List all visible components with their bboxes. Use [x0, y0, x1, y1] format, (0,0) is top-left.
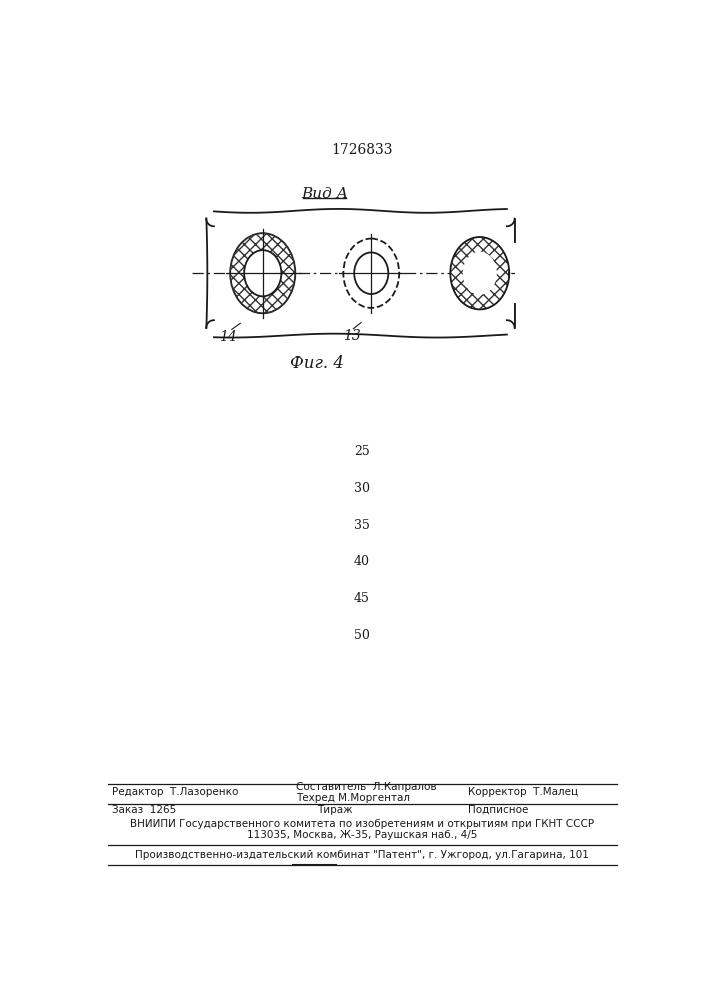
Text: Составитель  Л.Капралов: Составитель Л.Капралов	[296, 782, 437, 792]
Text: Заказ  1265: Заказ 1265	[112, 805, 176, 815]
Text: 40: 40	[354, 555, 370, 568]
Text: Редактор  Т.Лазоренко: Редактор Т.Лазоренко	[112, 787, 238, 797]
Bar	[515, 207, 670, 339]
Text: Тираж: Тираж	[317, 805, 353, 815]
Text: б: б	[524, 215, 532, 229]
Text: 14: 14	[218, 330, 236, 344]
Ellipse shape	[462, 252, 497, 295]
Text: 1726833: 1726833	[331, 143, 392, 157]
Text: Вид А: Вид А	[301, 187, 349, 201]
Text: 45: 45	[354, 592, 370, 605]
Ellipse shape	[344, 239, 399, 308]
Ellipse shape	[244, 250, 281, 296]
Text: Подписное: Подписное	[468, 805, 529, 815]
Text: 35: 35	[354, 519, 370, 532]
Text: 113035, Москва, Ж-35, Раушская наб., 4/5: 113035, Москва, Ж-35, Раушская наб., 4/5	[247, 830, 477, 840]
Text: Производственно-издательский комбинат "Патент", г. Ужгород, ул.Гагарина, 101: Производственно-издательский комбинат "П…	[135, 850, 589, 860]
Text: 13: 13	[343, 329, 361, 343]
Text: Фиг. 4: Фиг. 4	[290, 355, 344, 372]
Ellipse shape	[354, 252, 388, 294]
Text: 50: 50	[354, 629, 370, 642]
Text: Корректор  Т.Малец: Корректор Т.Малец	[468, 787, 578, 797]
Text: 25: 25	[354, 445, 370, 458]
Text: ВНИИПИ Государственного комитета по изобретениям и открытиям при ГКНТ СССР: ВНИИПИ Государственного комитета по изоб…	[130, 819, 594, 829]
Ellipse shape	[230, 233, 296, 313]
Text: 30: 30	[354, 482, 370, 495]
Text: Техред М.Моргентал: Техред М.Моргентал	[296, 793, 410, 803]
Ellipse shape	[450, 237, 509, 309]
